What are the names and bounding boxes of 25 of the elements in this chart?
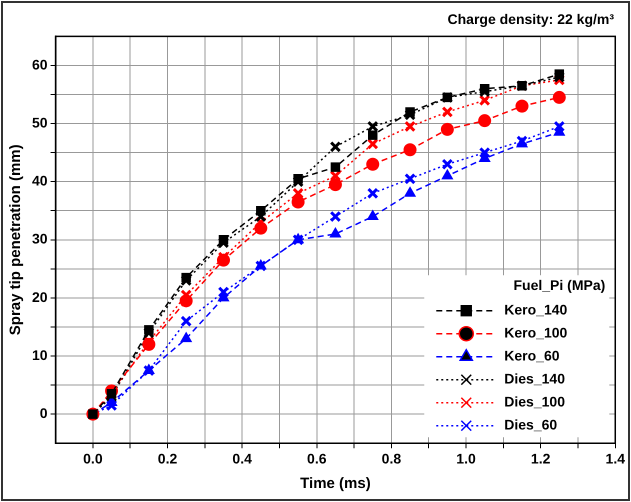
x-tick-label: 0.2 [158, 450, 178, 466]
y-tick-label: 10 [32, 346, 48, 363]
x-tick-label: 1.0 [456, 450, 476, 466]
legend-label: Dies_140 [504, 370, 566, 387]
y-tick-label: 50 [32, 114, 48, 130]
legend-label: Kero_140 [504, 302, 568, 318]
legend-label: Kero_60 [504, 348, 560, 364]
x-tick-label: 0.0 [83, 450, 103, 466]
x-tick-label: 1.2 [530, 450, 551, 466]
text: Charge density: 22 kg/m³ [448, 11, 614, 27]
y-axis-title: Spray tip penetration (mm) [7, 144, 24, 336]
y-tick-label: 20 [32, 288, 48, 305]
y-tick-label: 60 [32, 56, 48, 72]
legend-label: Dies_100 [504, 394, 566, 410]
x-axis-title: Time (ms) [300, 475, 371, 492]
x-tick-label: 0.4 [232, 450, 252, 466]
y-tick-label: 30 [32, 230, 48, 247]
y-tick-label: 40 [32, 172, 48, 189]
x-tick-label: 0.8 [382, 450, 402, 466]
legend-label: Dies_60 [504, 416, 558, 433]
y-tick-label: 0 [40, 405, 48, 421]
x-tick-label: 0.6 [307, 450, 327, 466]
x-tick-label: 1.4 [606, 450, 626, 466]
legend-label: Kero_100 [504, 324, 568, 341]
legend-title: Fuel_Pi (MPa) [513, 277, 606, 294]
